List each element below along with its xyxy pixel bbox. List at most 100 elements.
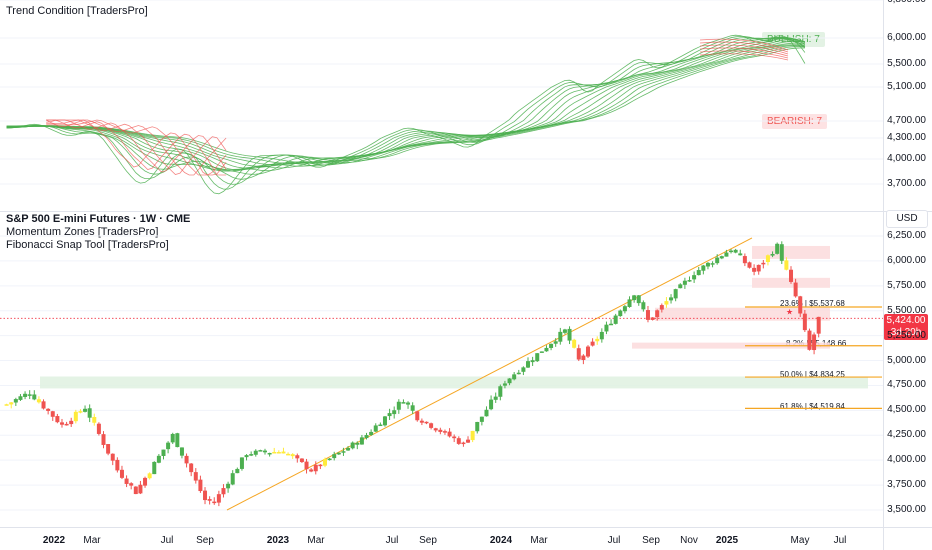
- momentum-zone-bearish: [752, 277, 830, 288]
- time-axis-tick: Sep: [419, 535, 437, 546]
- candle-body: [276, 452, 281, 454]
- candle-body: [401, 402, 406, 404]
- candle-body: [115, 459, 120, 471]
- trend-ribbon-bearish: [699, 50, 789, 59]
- trend-ribbon-bearish: [46, 119, 227, 176]
- trend-ribbon-line: [6, 36, 806, 180]
- candle-body: [687, 280, 692, 282]
- fib-label-500: 50.0% | $4,834.25: [780, 370, 845, 379]
- candle-body: [705, 262, 710, 267]
- candle-body: [124, 478, 129, 484]
- trend-ribbon-line: [6, 36, 806, 175]
- candle-body: [133, 486, 138, 495]
- bullish-count-badge: BULLISH: 7: [762, 32, 825, 47]
- candle-body: [604, 324, 609, 332]
- time-axis-tick: 2025: [715, 535, 739, 546]
- candle-body: [46, 408, 51, 411]
- candle-body: [50, 411, 55, 417]
- last-price-tag[interactable]: 5,424.00 3d 20h: [884, 314, 928, 340]
- bearish-count-badge: BEARISH: 7: [762, 114, 828, 129]
- last-price-value: 5,424.00: [886, 315, 926, 326]
- candle-body: [147, 473, 152, 479]
- candle-body: [410, 405, 415, 411]
- candle-body: [609, 323, 614, 326]
- candle-body: [313, 464, 318, 472]
- momentum-zone-bearish: [655, 307, 830, 321]
- candle-body: [581, 355, 586, 361]
- trend-ribbon-line: [6, 34, 806, 195]
- candle-body: [304, 461, 309, 470]
- candle-body: [544, 347, 549, 352]
- candle-body: [664, 301, 669, 305]
- candle-body: [599, 331, 604, 340]
- main-chart-title[interactable]: S&P 500 E-mini Futures · 1W · CME: [6, 213, 191, 225]
- candle-body: [341, 451, 346, 453]
- candle-body: [655, 310, 660, 318]
- candle-body: [752, 267, 757, 272]
- price-axis-separator: [883, 0, 884, 550]
- candle-body: [724, 252, 729, 257]
- candle-body: [106, 444, 111, 454]
- candle-body: [378, 424, 383, 427]
- candle-body: [475, 421, 480, 432]
- candle-body: [203, 490, 208, 501]
- fib-label-618: 61.8% | $4,519.84: [780, 402, 845, 411]
- momentum-zone-bearish: [752, 245, 830, 259]
- price-axis-tick: 4,750.00: [887, 379, 926, 391]
- candle-body: [364, 435, 369, 439]
- candle-body: [715, 257, 720, 264]
- candle-body: [696, 270, 701, 276]
- candle-body: [281, 451, 286, 454]
- candle-body: [179, 447, 184, 456]
- candle-body: [406, 402, 411, 405]
- time-axis-tick: Sep: [642, 535, 660, 546]
- candle-body: [733, 249, 738, 253]
- candle-body: [355, 442, 360, 445]
- candle-body: [779, 244, 784, 261]
- indicator-momentum-zones[interactable]: Momentum Zones [TradersPro]: [6, 226, 159, 238]
- candle-body: [295, 455, 300, 459]
- time-axis-tick: Nov: [680, 535, 698, 546]
- trend-ribbon-bearish: [46, 119, 227, 173]
- candle-body: [226, 483, 231, 489]
- currency-selector[interactable]: USD: [886, 210, 928, 228]
- candle-body: [309, 469, 314, 472]
- candle-body: [198, 479, 203, 492]
- candle-body: [456, 438, 461, 444]
- momentum-zone-bullish: [40, 376, 868, 389]
- candle-body: [396, 401, 401, 410]
- indicator-fibonacci-snap[interactable]: Fibonacci Snap Tool [TradersPro]: [6, 239, 169, 251]
- candle-body: [816, 316, 821, 334]
- candle-body: [110, 453, 115, 461]
- trend-axis-tick: 5,100.00: [887, 81, 926, 92]
- candle-body: [156, 455, 161, 463]
- candle-body: [258, 450, 263, 452]
- candle-body: [535, 353, 540, 362]
- candle-body: [512, 374, 517, 380]
- candle-body: [212, 501, 217, 504]
- candle-body: [387, 413, 392, 417]
- candle-body: [470, 430, 475, 441]
- candle-body: [419, 420, 424, 423]
- candle-body: [4, 404, 9, 406]
- candle-body: [96, 423, 101, 434]
- candle-body: [41, 401, 46, 409]
- candle-body: [392, 410, 397, 415]
- candle-body: [290, 454, 295, 457]
- candle-body: [207, 499, 212, 501]
- candle-body: [567, 328, 572, 341]
- candle-body: [770, 253, 775, 256]
- trend-panel-title[interactable]: Trend Condition [TradersPro]: [6, 5, 148, 17]
- candle-body: [239, 457, 244, 469]
- candle-body: [32, 394, 37, 400]
- candle-body: [466, 439, 471, 443]
- time-axis-tick: 2023: [266, 535, 290, 546]
- candle-body: [101, 434, 106, 445]
- candle-body: [789, 269, 794, 282]
- candle-body: [521, 367, 526, 372]
- candle-body: [221, 488, 226, 495]
- candle-body: [669, 297, 674, 301]
- pane-separator[interactable]: [0, 211, 932, 212]
- price-axis-tick: 5,000.00: [887, 354, 926, 366]
